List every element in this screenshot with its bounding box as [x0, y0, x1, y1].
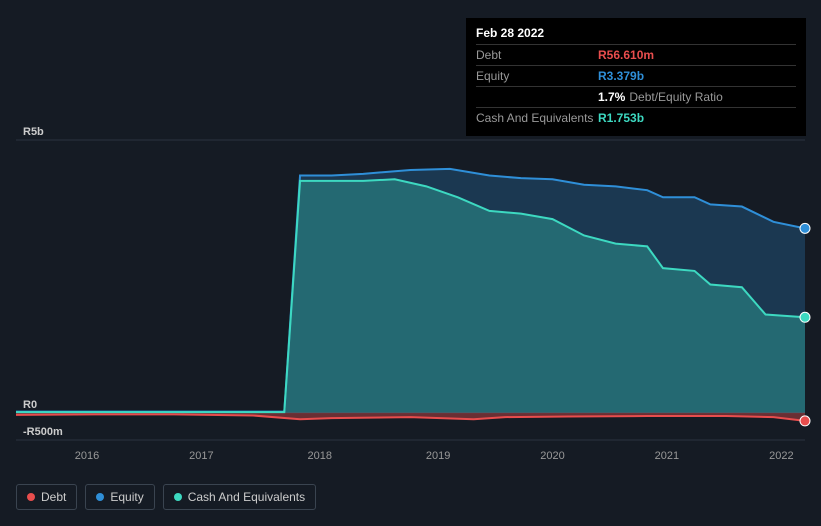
tooltip-row: 1.7%Debt/Equity Ratio [476, 86, 796, 107]
x-axis-label: 2018 [308, 450, 332, 462]
legend-dot-icon [27, 493, 35, 501]
legend-item[interactable]: Equity [85, 484, 154, 510]
chart-tooltip: Feb 28 2022 DebtR56.610mEquityR3.379b1.7… [466, 18, 806, 136]
legend-label: Equity [110, 490, 143, 504]
legend-item[interactable]: Cash And Equivalents [163, 484, 316, 510]
tooltip-row: DebtR56.610m [476, 44, 796, 65]
tooltip-label: Debt [476, 48, 598, 62]
tooltip-row: Cash And EquivalentsR1.753b [476, 107, 796, 128]
tooltip-value: 1.7%Debt/Equity Ratio [598, 90, 723, 104]
tooltip-label: Equity [476, 69, 598, 83]
tooltip-label [476, 90, 598, 104]
y-axis-label: R5b [23, 126, 44, 138]
x-axis-label: 2021 [655, 450, 679, 462]
legend-label: Cash And Equivalents [188, 490, 305, 504]
x-axis-label: 2017 [189, 450, 213, 462]
tooltip-date: Feb 28 2022 [476, 26, 796, 44]
x-axis-label: 2020 [540, 450, 564, 462]
legend-dot-icon [96, 493, 104, 501]
x-axis-label: 2019 [426, 450, 450, 462]
legend-label: Debt [41, 490, 66, 504]
tooltip-value: R56.610m [598, 48, 654, 62]
x-axis-label: 2016 [75, 450, 99, 462]
chart-legend: Debt Equity Cash And Equivalents [16, 484, 316, 510]
x-axis-label: 2022 [769, 450, 793, 462]
y-axis-label: -R500m [23, 426, 63, 438]
tooltip-rows: DebtR56.610mEquityR3.379b1.7%Debt/Equity… [476, 44, 796, 128]
tooltip-label: Cash And Equivalents [476, 111, 598, 125]
tooltip-value: R1.753b [598, 111, 644, 125]
y-axis-label: R0 [23, 399, 37, 411]
legend-item[interactable]: Debt [16, 484, 77, 510]
tooltip-row: EquityR3.379b [476, 65, 796, 86]
legend-dot-icon [174, 493, 182, 501]
tooltip-value: R3.379b [598, 69, 644, 83]
